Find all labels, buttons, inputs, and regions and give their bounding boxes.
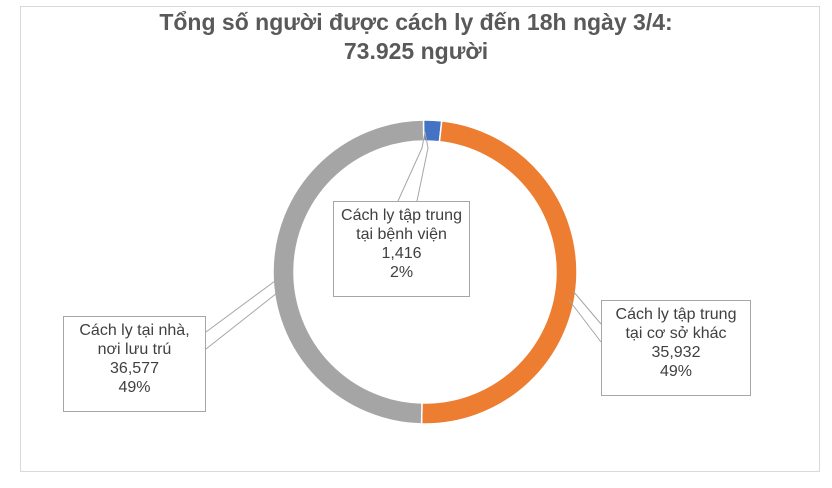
data-label-home-line2: nơi lưu trú <box>97 341 172 358</box>
slice-home-quarantine <box>272 119 425 425</box>
data-label-facility-line1: Cách ly tập trung <box>615 306 737 323</box>
leader-line-hospital <box>397 131 429 202</box>
data-label-other-facility-quarantine: Cách ly tập trung tại cơ sở khác 35,932 … <box>601 300 751 396</box>
data-label-hospital-line2: tại bệnh viện <box>356 226 447 243</box>
data-label-hospital-line1: Cách ly tập trung <box>341 207 462 224</box>
data-label-home-value: 36,577 <box>110 360 159 377</box>
data-label-facility-value: 35,932 <box>651 344 701 361</box>
slices-group <box>272 119 578 425</box>
data-label-hospital-percent: 2% <box>389 264 414 281</box>
data-label-home-quarantine: Cách ly tại nhà, nơi lưu trú 36,577 49% <box>63 316 206 412</box>
data-label-facility-line2: tại cơ sở khác <box>625 325 727 342</box>
chart-title-line1: Tổng số người được cách ly đến 18h ngày … <box>159 9 673 35</box>
chart-title-line2: 73.925 người <box>343 38 489 64</box>
leader-line-home <box>205 280 276 333</box>
chart-title: Tổng số người được cách ly đến 18h ngày … <box>0 8 832 66</box>
leader-line-facility-2 <box>568 299 602 343</box>
leader-line-facility <box>572 290 602 325</box>
data-label-home-line1: Cách ly tại nhà, <box>79 322 190 339</box>
leader-line-home-2 <box>205 292 278 350</box>
leader-lines <box>205 131 602 350</box>
data-label-hospital-quarantine: Cách ly tập trung tại bệnh viện 1,416 2% <box>333 201 470 297</box>
data-label-facility-percent: 49% <box>659 363 693 380</box>
data-label-home-percent: 49% <box>118 379 151 396</box>
data-label-hospital-value: 1,416 <box>381 245 422 262</box>
